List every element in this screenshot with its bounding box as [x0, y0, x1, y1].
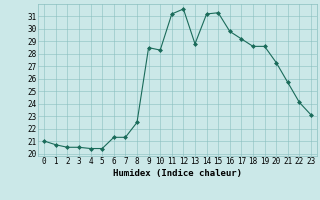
X-axis label: Humidex (Indice chaleur): Humidex (Indice chaleur)	[113, 169, 242, 178]
